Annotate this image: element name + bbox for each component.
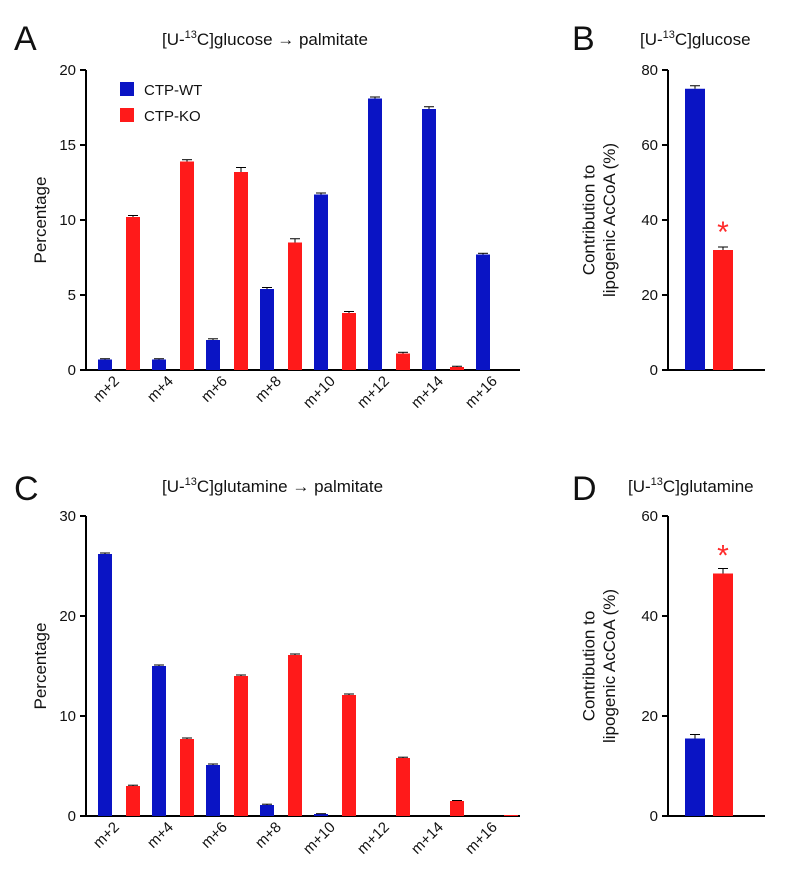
panel-d-title: [U-13C]glutamine — [628, 476, 754, 496]
legend-label-wt: CTP-WT — [144, 82, 202, 99]
panel-c-bar-wt-m4 — [152, 666, 166, 816]
panel-d-bar-ko — [713, 573, 733, 816]
panel-b-ytick-label: 80 — [641, 62, 658, 79]
panel-c-ytick-label: 0 — [68, 808, 76, 825]
panel-a-bar-ko-m8 — [288, 242, 302, 370]
panel-c-bar-wt-m8 — [260, 805, 274, 816]
panel-c-bar-ko-m2 — [126, 786, 140, 816]
panel-b-letter: B — [572, 20, 595, 58]
panel-a-ytick-label: 20 — [59, 62, 76, 79]
panel-a-bar-wt-m12 — [368, 98, 382, 370]
panel-c-xtick-label: m+10 — [300, 819, 339, 858]
panel-a-xtick-label: m+4 — [144, 373, 177, 406]
panel-c-ytick-label: 30 — [59, 508, 76, 525]
panel-b-ylabel: Contribution tolipogenic AcCoA (%) — [580, 143, 619, 297]
panel-a-xtick-label: m+10 — [300, 373, 339, 412]
panel-a-bar-wt-m10 — [314, 194, 328, 370]
panel-a-ytick-label: 15 — [59, 137, 76, 154]
panel-c-bar-wt-m6 — [206, 765, 220, 816]
panel-c-xtick-label: m+6 — [198, 819, 231, 852]
panel-c-xtick-label: m+16 — [462, 819, 501, 858]
panel-a-xtick-label: m+2 — [90, 373, 123, 406]
panel-d-letter: D — [572, 470, 597, 508]
panel-d-bar-wt — [685, 738, 705, 816]
panel-a-title: [U-13C]glucose → palmitate — [162, 29, 368, 49]
panel-a-ytick-label: 10 — [59, 212, 76, 229]
panel-c-bar-ko-m14 — [450, 801, 464, 816]
panel-c-title: [U-13C]glutamine → palmitate — [162, 476, 383, 496]
panel-b-ytick-label: 40 — [641, 212, 658, 229]
panel-b-ytick-label: 20 — [641, 287, 658, 304]
panel-d-ytick-label: 20 — [641, 708, 658, 725]
panel-c-xtick-label: m+2 — [90, 819, 123, 852]
panel-a-bar-wt-m4 — [152, 359, 166, 370]
panel-a-bar-ko-m4 — [180, 161, 194, 370]
panel-a-xtick-label: m+12 — [354, 373, 393, 412]
panel-a-bar-wt-m2 — [98, 359, 112, 370]
panel-b-significance-star: * — [717, 216, 729, 249]
panel-d-significance-star: * — [717, 540, 729, 573]
panel-c-xtick-label: m+4 — [144, 819, 177, 852]
panel-c-bar-wt-m10 — [314, 814, 328, 816]
panel-a-bar-ko-m6 — [234, 172, 248, 370]
panel-a-bar-ko-m14 — [450, 367, 464, 370]
panel-a-bar-wt-m14 — [422, 109, 436, 370]
panel-a-bar-wt-m8 — [260, 289, 274, 370]
panel-a-letter: A — [14, 20, 37, 58]
panel-a-ylabel: Percentage — [31, 177, 50, 264]
panel-a-xtick-label: m+14 — [408, 373, 447, 412]
panel-c-xtick-label: m+12 — [354, 819, 393, 858]
panel-a-bar-wt-m16 — [476, 254, 490, 370]
panel-d-ytick-label: 40 — [641, 608, 658, 625]
panel-d-ylabel: Contribution tolipogenic AcCoA (%) — [580, 589, 619, 743]
panel-a-xtick-label: m+6 — [198, 373, 231, 406]
panel-c-letter: C — [14, 470, 39, 508]
panel-d-ytick-label: 60 — [641, 508, 658, 525]
panel-a-bar-ko-m2 — [126, 217, 140, 370]
panel-a-ytick-label: 5 — [68, 287, 76, 304]
panel-c-bar-ko-m6 — [234, 676, 248, 816]
panel-c-bar-wt-m2 — [98, 554, 112, 816]
panel-c-ytick-label: 20 — [59, 608, 76, 625]
panel-c-xtick-label: m+8 — [252, 819, 285, 852]
panel-a-ytick-label: 0 — [68, 362, 76, 379]
panel-a-xtick-label: m+8 — [252, 373, 285, 406]
panel-c-ylabel: Percentage — [31, 623, 50, 710]
legend-swatch-ko — [120, 108, 134, 122]
panel-a-bar-wt-m6 — [206, 340, 220, 370]
panel-b-ytick-label: 0 — [650, 362, 658, 379]
panel-c-bar-ko-m12 — [396, 758, 410, 816]
panel-c-bar-ko-m10 — [342, 695, 356, 816]
panel-b-bar-wt — [685, 88, 705, 370]
legend-label-ko: CTP-KO — [144, 108, 201, 125]
panel-a-bar-ko-m10 — [342, 313, 356, 370]
panel-c-bar-ko-m16 — [504, 815, 518, 816]
panel-a-bar-ko-m12 — [396, 353, 410, 370]
panel-b-bar-ko — [713, 250, 733, 370]
panel-a-xtick-label: m+16 — [462, 373, 501, 412]
panel-c-bar-ko-m8 — [288, 655, 302, 816]
panel-c-bar-ko-m4 — [180, 739, 194, 816]
panel-d-ytick-label: 0 — [650, 808, 658, 825]
panel-b-ytick-label: 60 — [641, 137, 658, 154]
panel-b-title: [U-13C]glucose — [640, 29, 751, 49]
panel-c-ytick-label: 10 — [59, 708, 76, 725]
panel-c-xtick-label: m+14 — [408, 819, 447, 858]
legend-swatch-wt — [120, 82, 134, 96]
